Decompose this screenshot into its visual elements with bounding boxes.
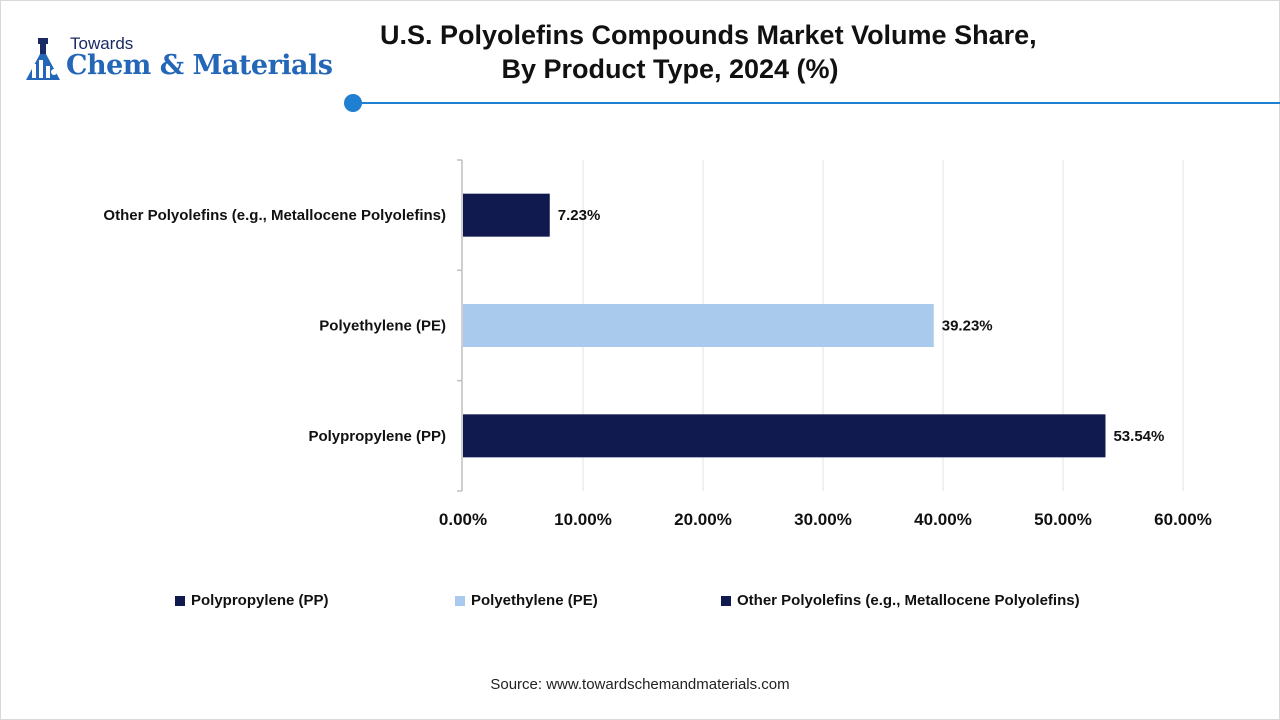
- x-tick-label: 10.00%: [554, 510, 612, 529]
- chart-legend: Polypropylene (PP) Polyethylene (PE) Oth…: [0, 592, 1280, 612]
- flask-icon: [26, 38, 60, 80]
- category-label: Other Polyolefins (e.g., Metallocene Pol…: [103, 207, 446, 224]
- legend-label: Polypropylene (PP): [191, 592, 329, 609]
- bar: [463, 304, 934, 347]
- legend-label: Other Polyolefins (e.g., Metallocene Pol…: [737, 592, 1080, 609]
- x-tick-label: 40.00%: [914, 510, 972, 529]
- header-rule: [356, 102, 1280, 104]
- x-tick-label: 30.00%: [794, 510, 852, 529]
- x-tick-label: 20.00%: [674, 510, 732, 529]
- brand-logo: Towards Chem & Materials: [22, 34, 342, 86]
- data-label: 7.23%: [558, 207, 601, 224]
- x-tick-label: 0.00%: [439, 510, 487, 529]
- brand-bottom: Chem & Materials: [66, 50, 333, 81]
- legend-item-polypropylene: Polypropylene (PP): [175, 592, 329, 609]
- legend-label: Polyethylene (PE): [471, 592, 598, 609]
- legend-swatch: [721, 595, 731, 606]
- header-rule-dot: [344, 94, 362, 112]
- legend-swatch: [455, 595, 465, 606]
- category-label: Polyethylene (PE): [319, 318, 446, 335]
- bar: [463, 414, 1106, 458]
- brand-top: Towards: [70, 34, 134, 53]
- legend-swatch: [175, 595, 185, 606]
- x-tick-label: 60.00%: [1154, 510, 1212, 529]
- chart-title: U.S. Polyolefins Compounds Market Volume…: [380, 18, 1037, 86]
- bar: [463, 193, 550, 237]
- category-label: Polypropylene (PP): [308, 428, 446, 445]
- legend-item-other-polyolefins: Other Polyolefins (e.g., Metallocene Pol…: [721, 592, 1080, 609]
- data-label: 53.54%: [1113, 428, 1164, 445]
- chart-title-line-1: U.S. Polyolefins Compounds Market Volume…: [380, 20, 1037, 50]
- data-label: 39.23%: [942, 318, 993, 335]
- legend-item-polyethylene: Polyethylene (PE): [455, 592, 598, 609]
- x-tick-label: 50.00%: [1034, 510, 1092, 529]
- chart-title-line-2: By Product Type, 2024 (%): [501, 54, 839, 84]
- source-note: Source: www.towardschemandmaterials.com: [490, 676, 790, 693]
